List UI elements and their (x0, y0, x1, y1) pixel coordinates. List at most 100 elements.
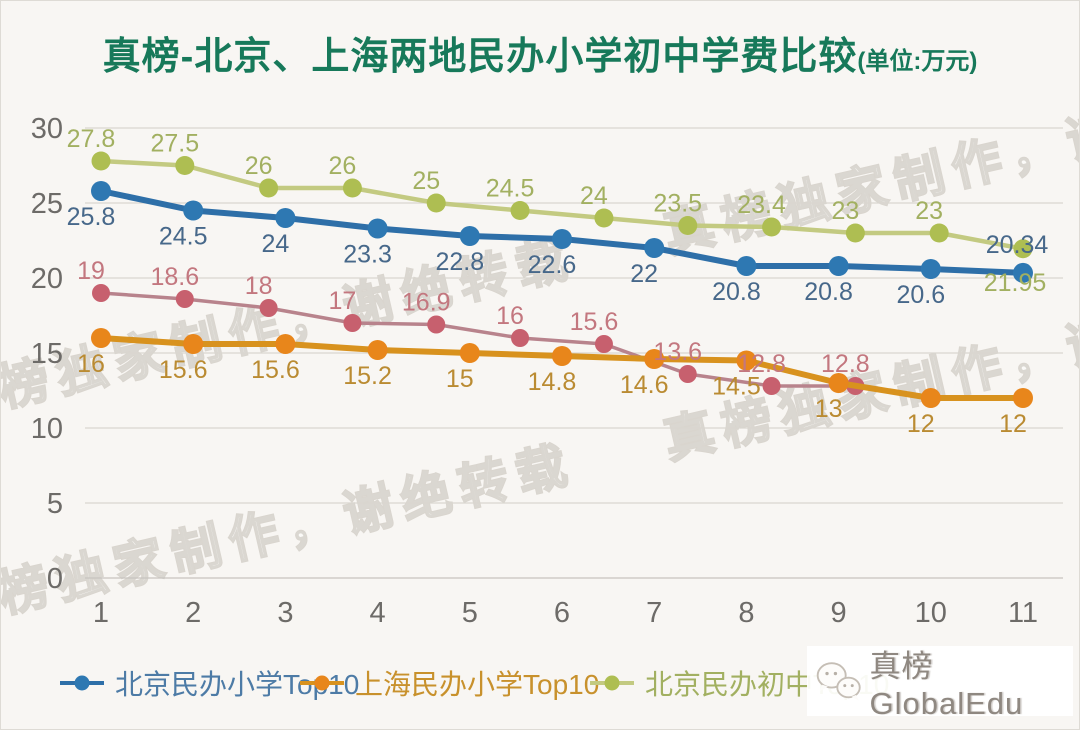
legend-marker-orange (300, 675, 344, 691)
x-tick-7: 7 (646, 597, 662, 629)
x-tick-10: 10 (915, 597, 947, 629)
legend-label: 上海民办小学Top10 (355, 669, 600, 700)
data-point-orange-8 (736, 350, 757, 371)
data-point-orange-5 (459, 343, 480, 363)
legend-marker-blue (60, 675, 104, 691)
data-point-orange-2 (183, 334, 204, 354)
data-label-pink-3: 18 (245, 272, 273, 300)
data-label-orange-4: 15.2 (343, 362, 392, 390)
data-label-pink-5: 16.9 (402, 289, 451, 317)
data-label-blue-1: 25.8 (67, 203, 116, 231)
data-label-green-2: 27.5 (150, 130, 199, 158)
data-label-pink-1: 19 (77, 257, 105, 285)
data-label-green-12: 21.95 (984, 269, 1047, 297)
data-point-green-12 (1013, 239, 1033, 259)
data-point-green-7 (594, 208, 614, 228)
data-point-pink-2 (175, 290, 194, 308)
data-label-green-3: 26 (245, 152, 273, 180)
data-label-pink-10: 12.8 (821, 350, 870, 378)
data-label-blue-4: 23.3 (343, 241, 392, 269)
data-label-green-9: 23.4 (737, 191, 786, 219)
wechat-icon (816, 662, 861, 701)
data-point-orange-3 (275, 334, 296, 354)
data-point-blue-11 (1013, 262, 1033, 283)
data-label-pink-8: 13.6 (653, 338, 702, 366)
data-point-blue-7 (644, 238, 665, 258)
x-tick-3: 3 (277, 597, 293, 629)
data-point-pink-6 (511, 329, 530, 347)
x-tick-8: 8 (738, 597, 754, 629)
data-point-orange-11 (1013, 388, 1033, 408)
x-tick-1: 1 (93, 597, 109, 629)
data-label-pink-7: 15.6 (570, 308, 619, 336)
publisher-watermark: 真榜GlobalEdu (807, 646, 1073, 721)
data-point-green-11 (929, 223, 949, 243)
data-label-green-10: 23 (831, 197, 859, 225)
data-label-green-1: 27.8 (67, 125, 116, 153)
data-label-green-6: 24.5 (486, 175, 535, 203)
data-label-green-11: 23 (915, 197, 943, 225)
y-tick-15: 15 (31, 338, 63, 370)
data-label-blue-6: 22.6 (528, 251, 577, 279)
data-label-orange-11: 12 (999, 410, 1027, 438)
x-tick-11: 11 (1008, 597, 1038, 629)
data-point-orange-4 (367, 340, 388, 360)
data-point-green-3 (259, 178, 279, 198)
y-tick-5: 5 (47, 488, 63, 520)
y-tick-10: 10 (31, 413, 63, 445)
data-label-orange-5: 15 (446, 365, 474, 393)
data-point-pink-4 (343, 314, 362, 332)
data-point-pink-8 (678, 365, 697, 383)
data-label-green-7: 24 (580, 182, 608, 210)
data-label-orange-10: 12 (907, 410, 935, 438)
data-point-pink-1 (92, 284, 110, 302)
data-point-green-4 (342, 178, 362, 198)
data-point-green-6 (510, 201, 530, 220)
data-label-blue-8: 20.8 (712, 278, 761, 306)
legend-item-orange: 上海民办小学Top10 (299, 663, 599, 703)
x-tick-9: 9 (831, 597, 847, 629)
data-point-blue-2 (183, 200, 204, 221)
data-point-green-5 (426, 193, 446, 213)
data-label-orange-9: 13 (815, 395, 843, 423)
data-label-green-4: 26 (329, 152, 357, 180)
data-point-blue-6 (552, 229, 572, 249)
data-label-pink-4: 17 (329, 287, 357, 315)
data-label-blue-9: 20.8 (804, 278, 853, 306)
data-label-pink-6: 16 (496, 302, 524, 330)
data-point-green-9 (762, 217, 782, 237)
data-point-pink-7 (594, 335, 613, 353)
x-tick-2: 2 (185, 597, 201, 629)
data-point-orange-1 (91, 328, 111, 348)
y-tick-20: 20 (31, 263, 63, 295)
data-label-orange-6: 14.8 (528, 368, 577, 396)
data-label-orange-3: 15.6 (251, 356, 300, 384)
y-tick-30: 30 (31, 113, 63, 145)
x-tick-4: 4 (370, 597, 386, 629)
data-point-blue-5 (459, 226, 480, 246)
data-point-orange-10 (920, 388, 941, 408)
data-point-blue-4 (367, 218, 388, 239)
x-tick-5: 5 (462, 597, 478, 629)
chart-unit-label: (单位:万元) (857, 48, 978, 75)
data-point-blue-1 (91, 181, 111, 201)
data-point-green-2 (175, 156, 195, 175)
x-tick-6: 6 (554, 597, 570, 629)
data-label-blue-2: 24.5 (159, 223, 208, 251)
data-label-blue-11: 20.34 (986, 231, 1049, 259)
data-label-blue-3: 24 (261, 230, 289, 258)
y-tick-25: 25 (31, 188, 63, 220)
data-point-green-1 (91, 151, 111, 171)
data-point-blue-10 (920, 259, 941, 279)
data-point-orange-7 (644, 349, 665, 369)
data-point-green-10 (845, 223, 865, 243)
data-label-blue-10: 20.6 (896, 281, 945, 309)
data-label-orange-7: 14.6 (620, 371, 669, 399)
chart-title: 真榜-北京、上海两地民办小学初中学费比较(单位:万元) (1, 25, 1079, 80)
data-point-pink-5 (427, 315, 446, 334)
data-label-orange-2: 15.6 (159, 356, 208, 384)
data-label-green-8: 23.5 (653, 190, 702, 218)
publisher-logo-text: 真榜GlobalEdu (869, 648, 1024, 721)
